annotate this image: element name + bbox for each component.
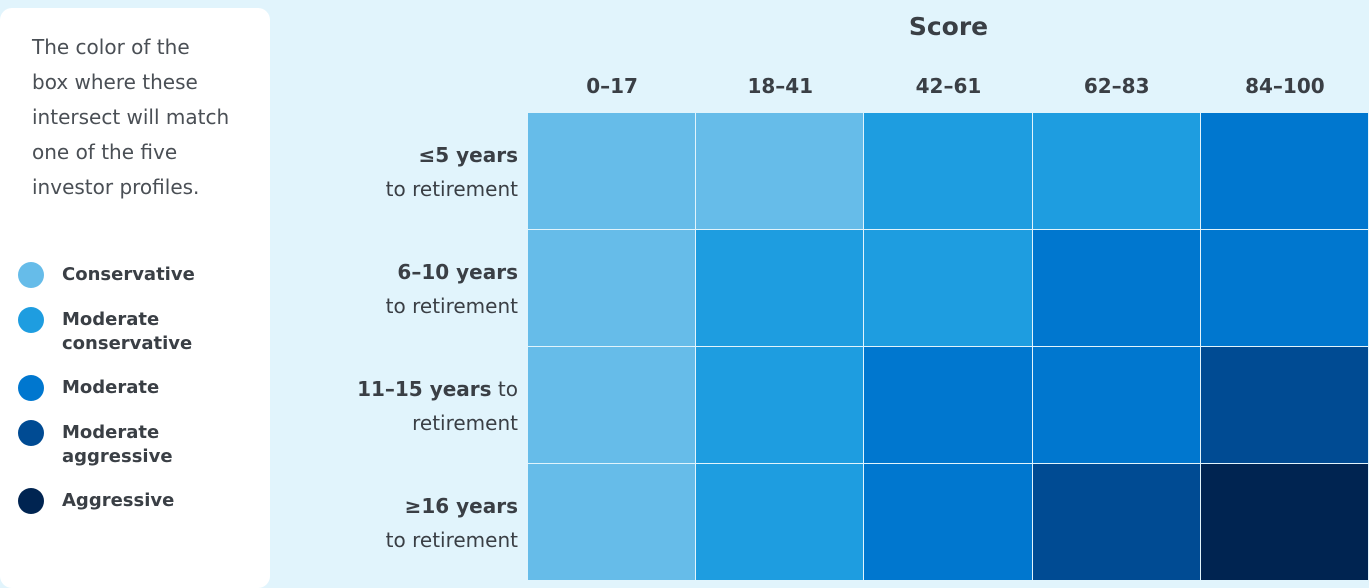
legend-item: Moderate conservative bbox=[18, 307, 258, 356]
legend-label: Moderate aggressive bbox=[62, 422, 173, 467]
legend-item: Conservative bbox=[18, 262, 258, 288]
row-label-bold: 11–15 years bbox=[357, 376, 492, 401]
legend-dot bbox=[18, 488, 44, 514]
row-label: ≤5 years to retirement bbox=[300, 138, 518, 206]
intro-text: The color of the box where these interse… bbox=[32, 35, 230, 199]
legend-label: Aggressive bbox=[62, 490, 175, 511]
legend-item: Moderate aggressive bbox=[18, 420, 258, 469]
column-label: 0–17 bbox=[586, 74, 638, 98]
row-label: 6–10 years to retirement bbox=[300, 255, 518, 323]
legend-dot bbox=[18, 375, 44, 401]
grid-title: Score bbox=[908, 12, 989, 41]
column-label: 42–61 bbox=[915, 74, 982, 98]
row-label-bold: ≥16 years bbox=[404, 493, 518, 518]
row-label-bold: ≤5 years bbox=[418, 142, 518, 167]
legend-label: Moderate bbox=[62, 377, 160, 398]
legend-label: Moderate conservative bbox=[62, 309, 193, 354]
grid-cell bbox=[528, 230, 697, 347]
grid-cell bbox=[1032, 113, 1201, 230]
grid-cell bbox=[528, 464, 697, 581]
grid-cell bbox=[864, 113, 1033, 230]
grid-cell bbox=[696, 347, 865, 464]
row-label-text: to retirement bbox=[385, 293, 518, 318]
grid-cell bbox=[1032, 347, 1201, 464]
grid-cell bbox=[1200, 347, 1369, 464]
legend-dot bbox=[18, 420, 44, 446]
column-label: 62–83 bbox=[1083, 74, 1150, 98]
grid-cell bbox=[1200, 113, 1369, 230]
info-panel: The color of the box where these interse… bbox=[0, 8, 270, 588]
grid-cell bbox=[864, 464, 1033, 581]
grid-cell bbox=[1032, 230, 1201, 347]
legend: Conservative Moderate conservative Moderat… bbox=[18, 262, 258, 534]
grid-cell bbox=[1032, 464, 1201, 581]
row-label-bold: 6–10 years bbox=[397, 259, 518, 284]
row-label-text: to retirement bbox=[385, 527, 518, 552]
grid-cell bbox=[696, 230, 865, 347]
column-label: 18–41 bbox=[747, 74, 814, 98]
legend-dot bbox=[18, 307, 44, 333]
grid-cell bbox=[864, 230, 1033, 347]
row-label-text: to retirement bbox=[385, 176, 518, 201]
grid-cell bbox=[1200, 230, 1369, 347]
legend-label: Conservative bbox=[62, 264, 195, 285]
legend-item: Moderate bbox=[18, 375, 258, 401]
row-label: ≥16 years to retirement bbox=[300, 489, 518, 557]
grid-cell bbox=[696, 113, 865, 230]
grid-cell bbox=[528, 347, 697, 464]
legend-item: Aggressive bbox=[18, 488, 258, 514]
grid-cell bbox=[696, 464, 865, 581]
grid-cell bbox=[864, 347, 1033, 464]
grid-cell bbox=[528, 113, 697, 230]
row-label-text: to retirement bbox=[412, 376, 518, 435]
row-label: 11–15 years to retirement bbox=[318, 372, 518, 440]
grid-cell bbox=[1200, 464, 1369, 581]
column-label: 84–100 bbox=[1245, 74, 1325, 98]
legend-dot bbox=[18, 262, 44, 288]
